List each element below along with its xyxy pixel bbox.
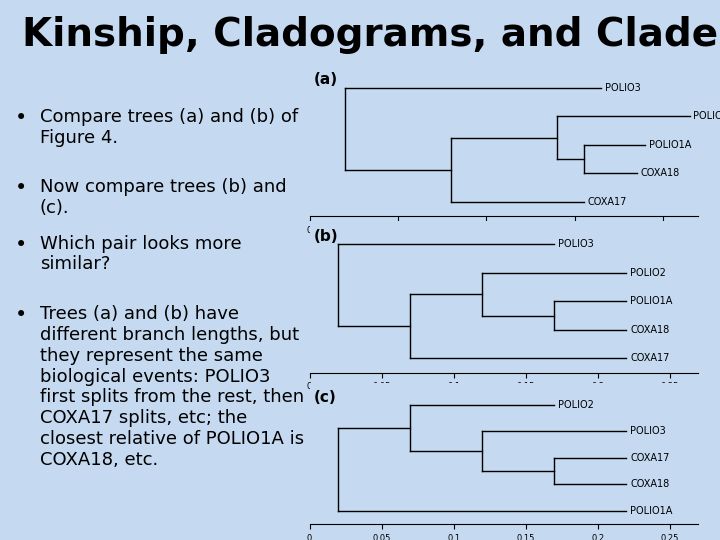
Text: POLIO1A: POLIO1A — [630, 296, 672, 306]
Text: COXA17: COXA17 — [588, 197, 627, 207]
Text: COXA17: COXA17 — [630, 453, 670, 463]
Text: COXA18: COXA18 — [630, 479, 670, 489]
Text: COXA18: COXA18 — [630, 325, 670, 335]
X-axis label: substitutions/site: substitutions/site — [468, 393, 540, 402]
Text: •: • — [14, 178, 27, 198]
Text: (b): (b) — [313, 229, 338, 244]
Text: •: • — [14, 108, 27, 128]
Text: Now compare trees (b) and
(c).: Now compare trees (b) and (c). — [40, 178, 287, 217]
Text: POLIO2: POLIO2 — [630, 268, 666, 278]
X-axis label: substitutions/site: substitutions/site — [468, 236, 540, 245]
Text: •: • — [14, 305, 27, 325]
Text: Which pair looks more
similar?: Which pair looks more similar? — [40, 234, 241, 273]
Text: Trees (a) and (b) have
different branch lengths, but
they represent the same
bio: Trees (a) and (b) have different branch … — [40, 305, 304, 469]
Text: (a): (a) — [313, 72, 338, 87]
Text: POLIO2: POLIO2 — [558, 400, 594, 410]
Text: COXA18: COXA18 — [640, 168, 680, 178]
Text: POLIO2: POLIO2 — [693, 111, 720, 121]
Text: POLIO3: POLIO3 — [630, 426, 666, 436]
Text: •: • — [14, 234, 27, 255]
Text: POLIO1A: POLIO1A — [630, 505, 672, 516]
Text: (c): (c) — [313, 390, 336, 406]
Text: POLIO3: POLIO3 — [558, 239, 594, 249]
Text: POLIO3: POLIO3 — [605, 83, 641, 93]
Text: Compare trees (a) and (b) of
Figure 4.: Compare trees (a) and (b) of Figure 4. — [40, 108, 298, 146]
Text: Kinship, Cladograms, and Clades (1/5): Kinship, Cladograms, and Clades (1/5) — [22, 16, 720, 54]
Text: COXA17: COXA17 — [630, 353, 670, 363]
Text: POLIO1A: POLIO1A — [649, 140, 692, 150]
